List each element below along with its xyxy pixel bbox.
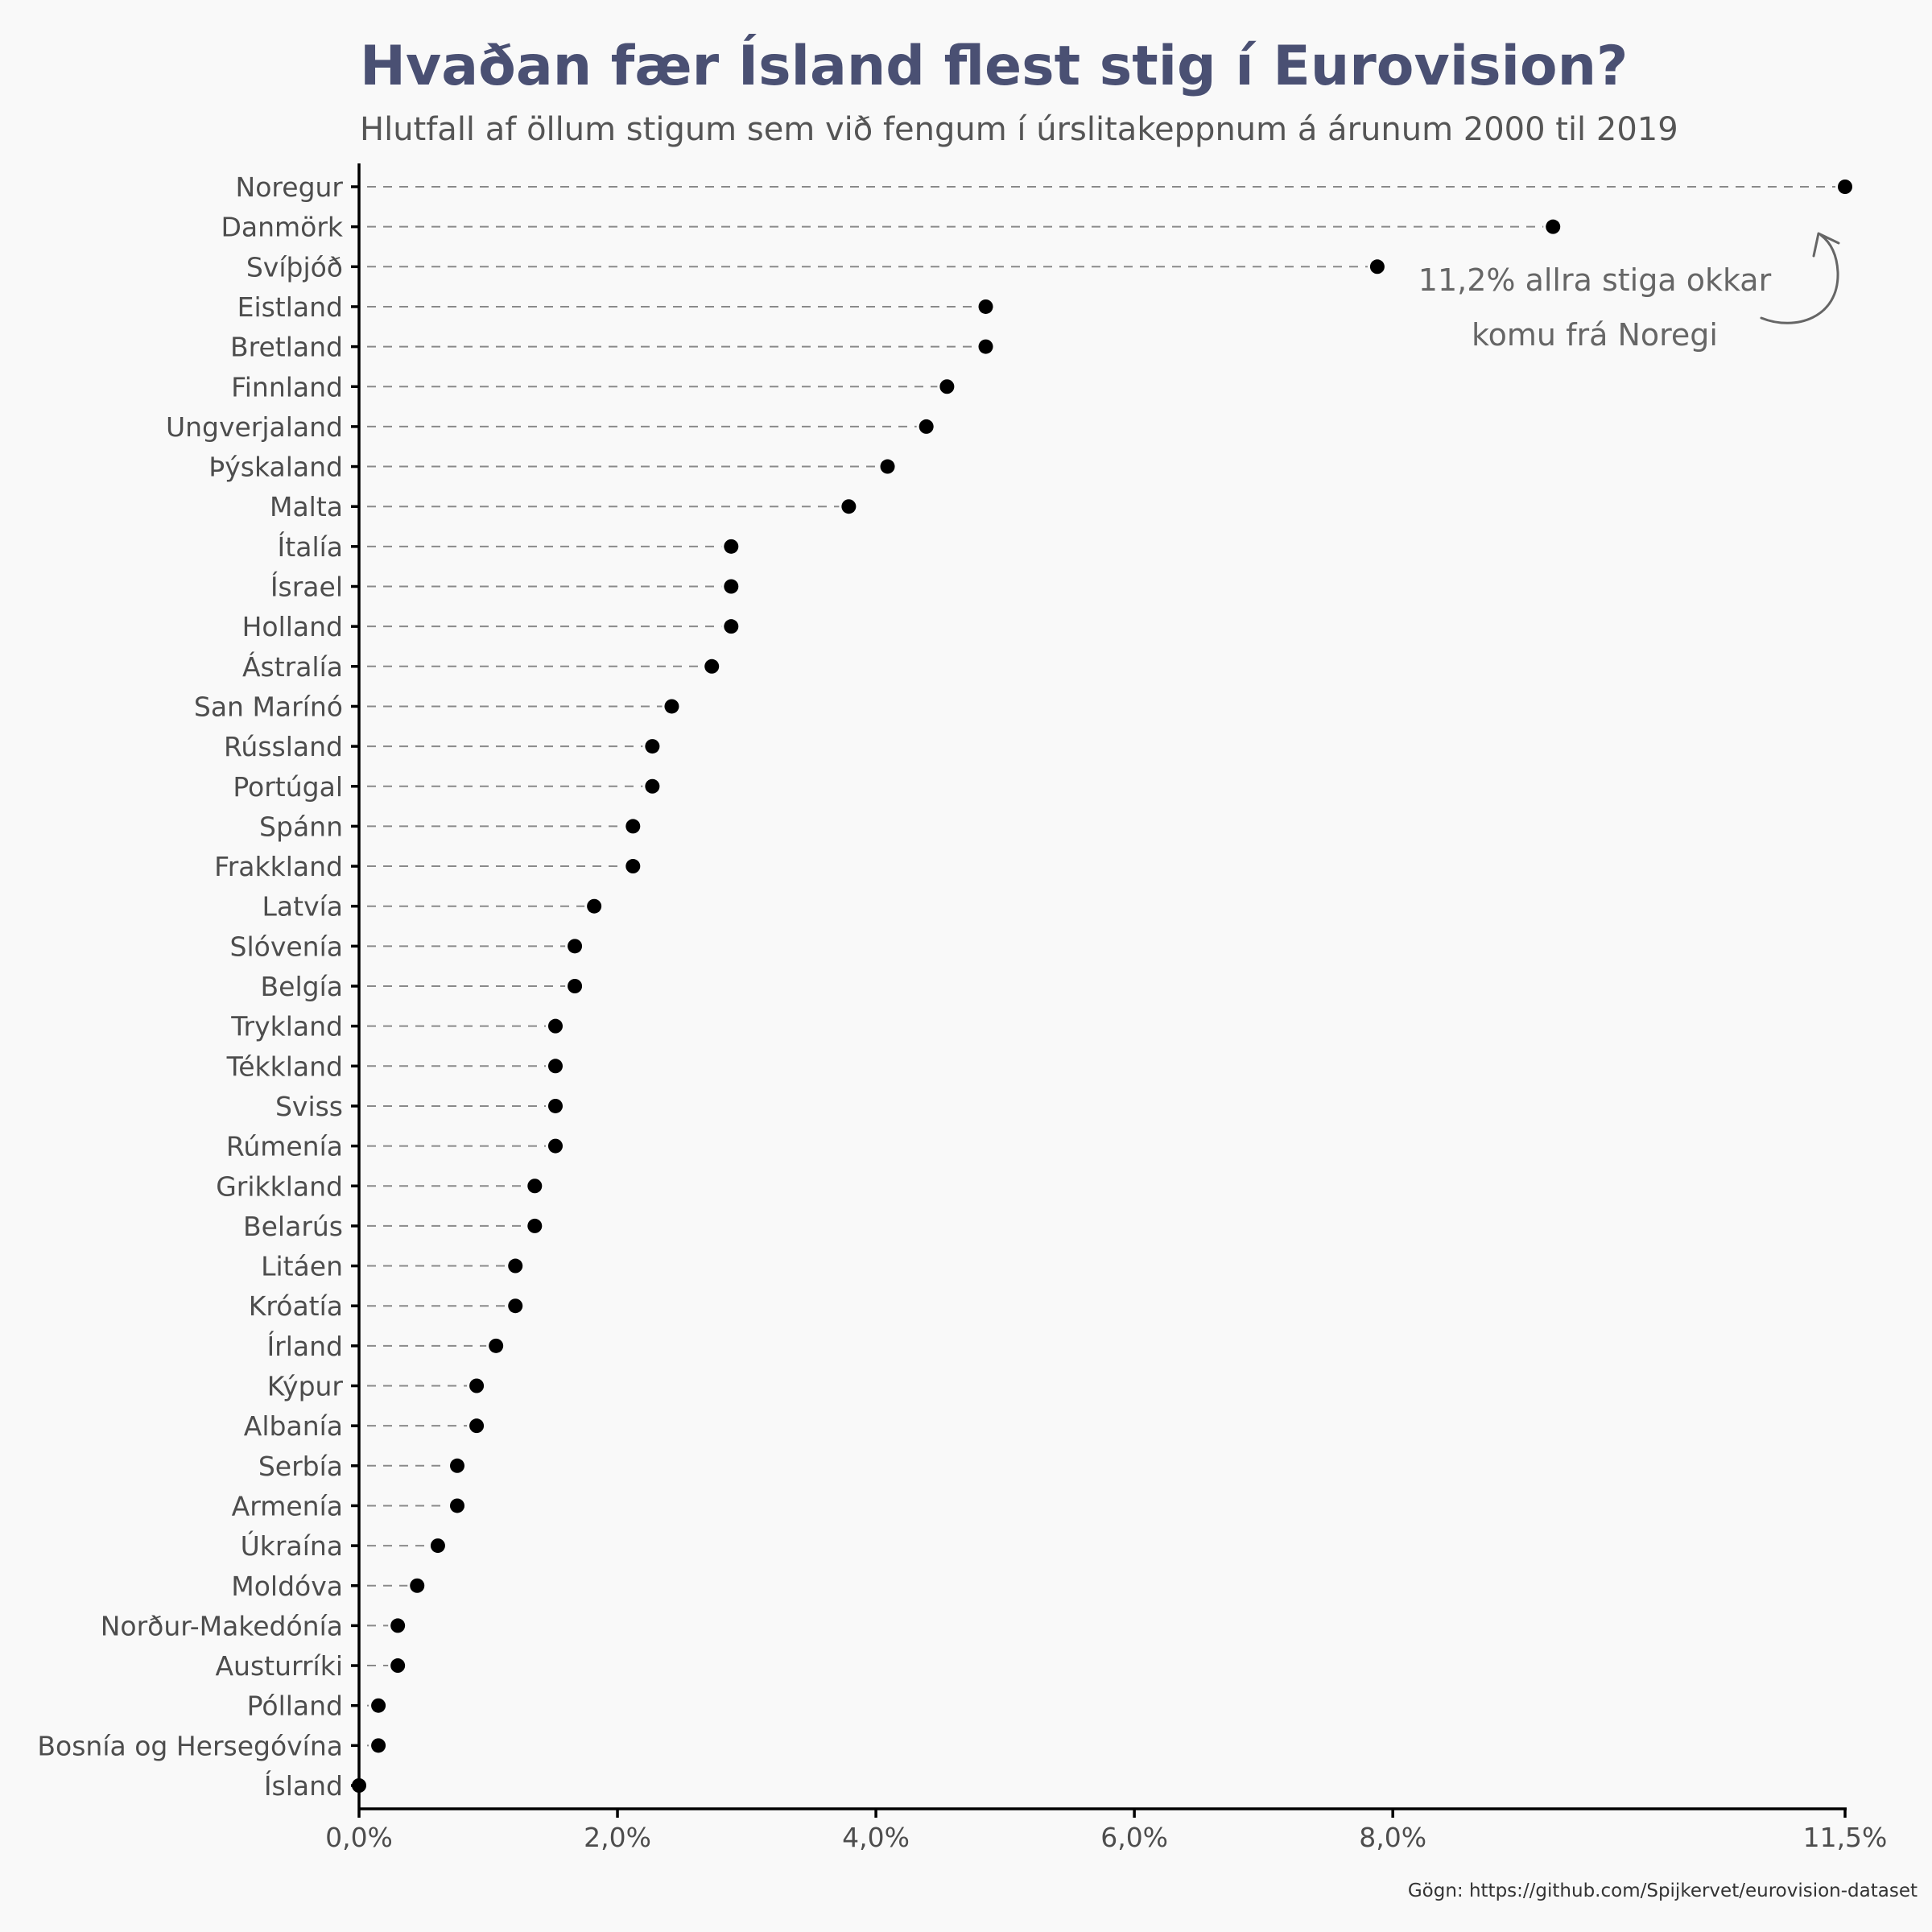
data-points bbox=[352, 180, 1852, 1793]
x-tick-label: 11,5% bbox=[1803, 1822, 1888, 1853]
data-point bbox=[625, 859, 641, 874]
country-label: Sviss bbox=[275, 1091, 343, 1122]
country-label: Ungverjaland bbox=[166, 411, 343, 443]
data-point bbox=[430, 1538, 445, 1554]
country-label: Finnland bbox=[231, 371, 343, 402]
country-label: Austurríki bbox=[215, 1650, 343, 1682]
data-point bbox=[568, 939, 583, 954]
country-label: Kýpur bbox=[267, 1371, 344, 1402]
data-point bbox=[625, 819, 641, 834]
chart-subtitle: Hlutfall af öllum stigum sem við fengum … bbox=[360, 111, 1678, 148]
country-label: Úkraína bbox=[241, 1530, 343, 1562]
data-point bbox=[390, 1618, 406, 1633]
country-label: Bretland bbox=[230, 332, 343, 363]
country-label: Trykland bbox=[230, 1011, 343, 1042]
data-point bbox=[547, 1018, 563, 1034]
data-point bbox=[527, 1179, 543, 1194]
data-point bbox=[724, 579, 739, 594]
data-point bbox=[371, 1698, 386, 1713]
country-label: Grikkland bbox=[216, 1170, 343, 1202]
country-label: Ítalía bbox=[278, 530, 343, 563]
country-label: Norður-Makedónía bbox=[101, 1610, 343, 1641]
country-label: Eistland bbox=[237, 291, 343, 323]
country-label: Litáen bbox=[261, 1251, 343, 1282]
data-point bbox=[527, 1218, 543, 1233]
data-point bbox=[939, 379, 955, 394]
country-label: Belarús bbox=[243, 1211, 343, 1242]
data-point bbox=[645, 778, 660, 794]
data-point bbox=[469, 1418, 485, 1434]
country-label: Ísrael bbox=[270, 571, 343, 603]
country-label: Bosnía og Hersegóvína bbox=[37, 1730, 343, 1761]
country-label: Írland bbox=[266, 1330, 343, 1362]
data-point bbox=[1546, 219, 1561, 234]
country-label: Holland bbox=[242, 611, 343, 642]
data-point bbox=[919, 419, 934, 434]
data-point bbox=[724, 539, 739, 554]
country-label: Belgía bbox=[261, 971, 343, 1002]
data-point bbox=[547, 1059, 563, 1074]
x-tick-label: 6,0% bbox=[1100, 1822, 1168, 1853]
country-label: Pólland bbox=[247, 1690, 343, 1722]
country-label: Frakkland bbox=[214, 851, 343, 882]
country-label: Svíþjóð bbox=[246, 251, 343, 283]
country-label: Noregur bbox=[236, 171, 344, 203]
chart-title: Hvaðan fær Ísland flest stig í Eurovisio… bbox=[360, 34, 1629, 98]
country-label: Danmörk bbox=[221, 212, 343, 243]
country-label: Þýskaland bbox=[208, 452, 343, 483]
source-caption: Gögn: https://github.com/Spijkervet/euro… bbox=[1408, 1880, 1918, 1901]
data-point bbox=[1838, 180, 1852, 194]
data-point bbox=[880, 459, 895, 474]
country-label: Albanía bbox=[244, 1410, 343, 1442]
country-label: Rússland bbox=[224, 731, 343, 762]
annotation-line-2: komu frá Noregi bbox=[1472, 317, 1718, 353]
country-label: Malta bbox=[270, 491, 343, 522]
data-point bbox=[449, 1458, 464, 1473]
leader-lines bbox=[367, 186, 1835, 1747]
annotation-line-1: 11,2% allra stiga okkar bbox=[1418, 262, 1772, 298]
data-point bbox=[568, 979, 583, 993]
country-label: San Marínó bbox=[194, 691, 343, 722]
data-point bbox=[547, 1138, 563, 1154]
data-point bbox=[508, 1298, 523, 1314]
country-labels: Noregur Danmörk Svíþjóð Eistland Bretland Fin… bbox=[37, 171, 359, 1802]
data-point bbox=[547, 1098, 563, 1113]
data-point bbox=[489, 1338, 504, 1353]
data-point bbox=[978, 299, 993, 314]
data-point bbox=[508, 1258, 523, 1274]
country-label: Rúmenía bbox=[226, 1131, 343, 1162]
x-tick-label: 4,0% bbox=[842, 1822, 910, 1853]
country-label: Latvía bbox=[262, 891, 343, 923]
country-label: Armenía bbox=[232, 1490, 343, 1521]
country-label: Ísland bbox=[264, 1769, 343, 1802]
data-point bbox=[724, 619, 739, 634]
x-tick-label: 2,0% bbox=[584, 1822, 651, 1853]
data-point bbox=[841, 499, 857, 514]
data-point bbox=[410, 1578, 425, 1593]
data-point bbox=[587, 898, 602, 914]
country-label: Serbía bbox=[258, 1451, 343, 1482]
country-label: Moldóva bbox=[231, 1571, 343, 1602]
data-point bbox=[1369, 259, 1385, 275]
x-axis: 0,0% 2,0% 4,0% 6,0% 8,0% 11,5% bbox=[325, 1807, 1888, 1853]
country-label: Ástralía bbox=[242, 650, 343, 683]
country-label: Portúgal bbox=[233, 771, 343, 803]
data-point bbox=[390, 1658, 406, 1674]
data-point bbox=[449, 1498, 464, 1513]
country-label: Spánn bbox=[259, 811, 343, 842]
data-point bbox=[704, 658, 720, 674]
country-label: Króatía bbox=[249, 1290, 343, 1322]
country-label: Slóvenía bbox=[230, 931, 343, 962]
data-point bbox=[469, 1378, 485, 1393]
annotation-arrowhead bbox=[1812, 232, 1840, 258]
data-point bbox=[645, 739, 660, 754]
annotation-arrow bbox=[1760, 233, 1839, 324]
data-point bbox=[978, 339, 993, 354]
country-label: Tékkland bbox=[226, 1051, 343, 1082]
data-point bbox=[371, 1738, 386, 1753]
data-point bbox=[664, 699, 679, 714]
x-tick-label: 8,0% bbox=[1359, 1822, 1426, 1853]
x-tick-label: 0,0% bbox=[325, 1822, 393, 1853]
